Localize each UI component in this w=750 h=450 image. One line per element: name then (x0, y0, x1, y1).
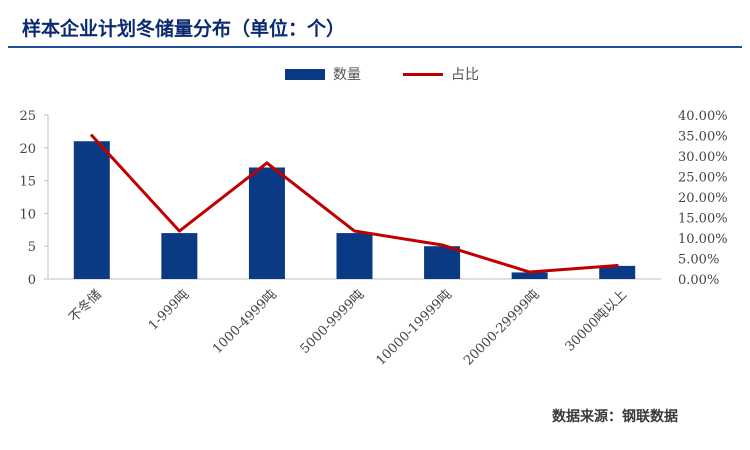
legend-item-bar: 数量 (285, 64, 361, 84)
bar-series (73, 141, 636, 279)
right-tick-label: 10.00% (678, 232, 728, 247)
line-point (615, 263, 619, 267)
legend: 数量 占比 (285, 64, 521, 84)
line-point (177, 229, 181, 233)
line-series (90, 134, 619, 274)
category-label: 10000-19999吨 (374, 287, 455, 368)
axis-labels: 0 5 10 15 20 25 0.00% 5.00% 10.00% 15.00% 20.00% 25… (19, 109, 727, 369)
category-label: 30000吨以上 (563, 287, 630, 354)
line-point (90, 134, 94, 137)
right-tick-label: 25.00% (678, 171, 728, 186)
left-tick-label: 20 (19, 142, 36, 157)
line-point (353, 229, 356, 233)
bar (599, 265, 636, 279)
right-tick-label: 0.00% (678, 273, 719, 288)
right-tick-label: 20.00% (678, 191, 728, 206)
category-label: 5000-9999吨 (298, 287, 368, 357)
left-tick-label: 15 (19, 175, 36, 190)
left-tick-label: 5 (28, 240, 36, 255)
category-label: 1-999吨 (146, 287, 192, 333)
title-underline (8, 46, 742, 48)
left-tick-label: 0 (28, 273, 36, 288)
line-point (265, 161, 269, 165)
legend-line-swatch (403, 72, 443, 76)
right-tick-label: 40.00% (678, 109, 728, 124)
bar (161, 233, 198, 279)
line-point (440, 243, 444, 247)
line-point (528, 270, 532, 274)
right-tick-label: 5.00% (678, 253, 719, 268)
legend-line-label: 占比 (451, 67, 479, 83)
legend-bar-swatch (285, 68, 325, 80)
right-tick-label: 15.00% (678, 212, 728, 227)
bar (73, 141, 110, 279)
source-note: 数据来源：钢联数据 (552, 409, 678, 425)
legend-item-line: 占比 (403, 64, 479, 84)
bar (336, 233, 373, 279)
left-tick-label: 10 (19, 207, 36, 222)
chart-title: 样本企业计划冬储量分布（单位：个） (22, 18, 346, 40)
bar (248, 167, 285, 279)
left-tick-label: 25 (19, 109, 36, 124)
category-label: 1000-4999吨 (210, 287, 280, 357)
right-tick-label: 35.00% (678, 130, 728, 145)
bar (424, 246, 461, 279)
category-label: 20000-29999吨 (461, 287, 542, 368)
category-label: 不冬储 (66, 287, 105, 326)
right-tick-label: 30.00% (678, 150, 728, 165)
bar (511, 272, 548, 279)
legend-bar-label: 数量 (333, 67, 361, 83)
